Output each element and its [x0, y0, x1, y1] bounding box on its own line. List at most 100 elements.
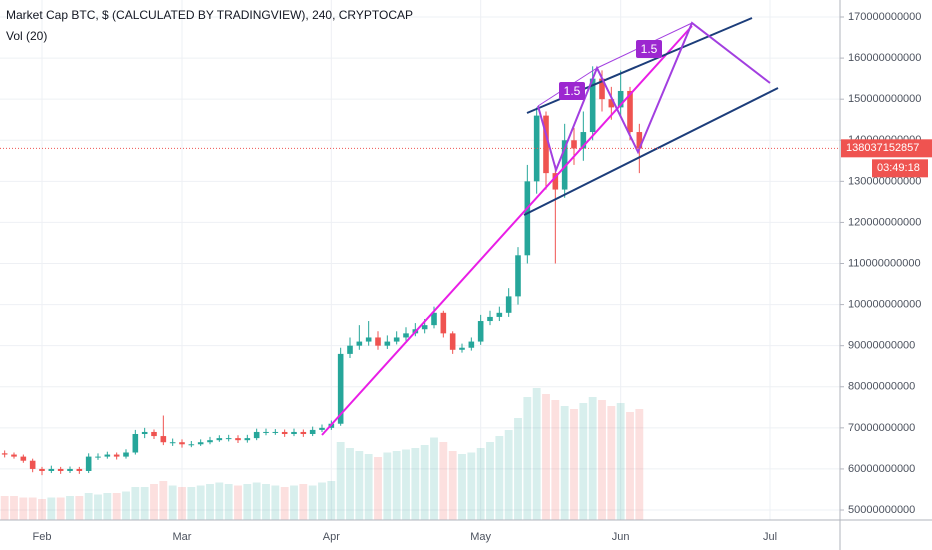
volume-bar: [280, 487, 289, 520]
candle-body: [244, 438, 251, 441]
volume-bar: [252, 482, 261, 520]
volume-bar: [336, 442, 345, 520]
x-tick-label: Mar: [173, 531, 192, 543]
volume-bar: [271, 485, 280, 520]
volume-bar: [224, 484, 233, 520]
x-tick-label: Jul: [763, 531, 777, 543]
volume-bar: [299, 484, 308, 520]
volume-bar: [318, 482, 326, 520]
volume-bar: [103, 493, 112, 520]
x-tick-label: Feb: [33, 531, 52, 543]
x-tick-label: Apr: [323, 531, 340, 543]
volume-bar: [495, 436, 504, 520]
candle-body: [104, 454, 111, 457]
volume-bar: [159, 481, 168, 520]
volume-bar: [598, 400, 606, 520]
volume-bar: [486, 442, 494, 520]
candle-body: [309, 429, 316, 435]
volume-bar: [234, 485, 242, 520]
candle-body: [403, 333, 409, 338]
y-tick-label: 110000000000: [848, 257, 921, 269]
volume-bar: [206, 484, 214, 520]
y-tick-label: 100000000000: [848, 299, 921, 311]
candle-body: [365, 337, 372, 342]
candle-body: [300, 431, 307, 435]
subtitle: Vol (20): [6, 29, 47, 43]
candle-body: [515, 255, 521, 297]
volume-bar: [616, 403, 625, 520]
candle-body: [57, 468, 64, 471]
candle-body: [263, 431, 269, 433]
candle-body: [636, 132, 643, 149]
volume-bar: [196, 485, 205, 520]
candle-body: [113, 454, 120, 457]
volume-bar: [364, 454, 373, 520]
candle-body: [599, 78, 605, 100]
candle-body: [48, 468, 55, 471]
volume-bar: [448, 451, 457, 520]
volume-bar: [626, 412, 634, 520]
y-tick-label: 90000000000: [848, 340, 915, 352]
annotation: 1.5: [564, 84, 581, 98]
grid: [0, 0, 840, 520]
volume-bar: [355, 451, 364, 520]
volume-bar: [411, 448, 420, 520]
volume-bar: [542, 394, 550, 520]
candle-body: [225, 438, 232, 440]
volume-bar: [243, 484, 252, 520]
volume-bar: [168, 485, 177, 520]
countdown: 03:49:18: [877, 162, 920, 174]
volume-bar: [374, 457, 382, 520]
volume-bar: [430, 437, 438, 520]
label-box: [559, 82, 585, 100]
candle-body: [216, 438, 223, 441]
volume-bar: [467, 452, 476, 520]
candle-body: [11, 454, 17, 457]
volume-bars: [0, 388, 644, 520]
volume-bar: [131, 487, 140, 520]
volume-bar: [47, 497, 56, 520]
candle-body: [151, 431, 157, 437]
candle-body: [608, 99, 615, 108]
y-tick-label: 150000000000: [848, 93, 921, 105]
volume-bar: [476, 448, 485, 520]
y-tick-label: 80000000000: [848, 381, 915, 393]
candle-body: [440, 312, 447, 334]
volume-bar: [420, 445, 429, 520]
y-tick-label: 160000000000: [848, 52, 921, 64]
candle-body: [281, 431, 288, 435]
candle-body: [160, 436, 167, 443]
candle-body: [207, 440, 213, 443]
candle-body: [123, 452, 129, 457]
candle-body: [459, 347, 465, 350]
volume-bar: [66, 496, 74, 520]
volume-bar: [402, 449, 410, 520]
volume-bar: [75, 496, 84, 520]
candle-body: [29, 460, 36, 469]
volume-bar: [607, 406, 616, 520]
candle-body: [188, 444, 195, 446]
volume-bar: [327, 481, 336, 520]
volume-bar: [308, 485, 317, 520]
volume-bar: [560, 406, 569, 520]
label-box: [636, 40, 662, 58]
candle-body: [524, 181, 531, 256]
candle-body: [319, 427, 325, 430]
candle-body: [179, 442, 185, 445]
y-tick-label: 130000000000: [848, 175, 921, 187]
price-label: 138037152857: [846, 142, 919, 154]
candle-body: [132, 434, 139, 453]
candle-body: [468, 341, 475, 348]
candle-body: [85, 456, 92, 471]
volume-bar: [570, 409, 578, 520]
y-tick-label: 170000000000: [848, 11, 921, 23]
volume-bar: [122, 491, 130, 520]
volume-bar: [346, 448, 354, 520]
trend-line: [321, 25, 693, 436]
candle-body: [169, 442, 176, 444]
candle-body: [533, 115, 540, 182]
countdown-box: [872, 159, 928, 178]
chart-title: Market Cap BTC, $ (CALCULATED BY TRADING…: [6, 8, 413, 22]
volume-bar: [178, 487, 186, 520]
